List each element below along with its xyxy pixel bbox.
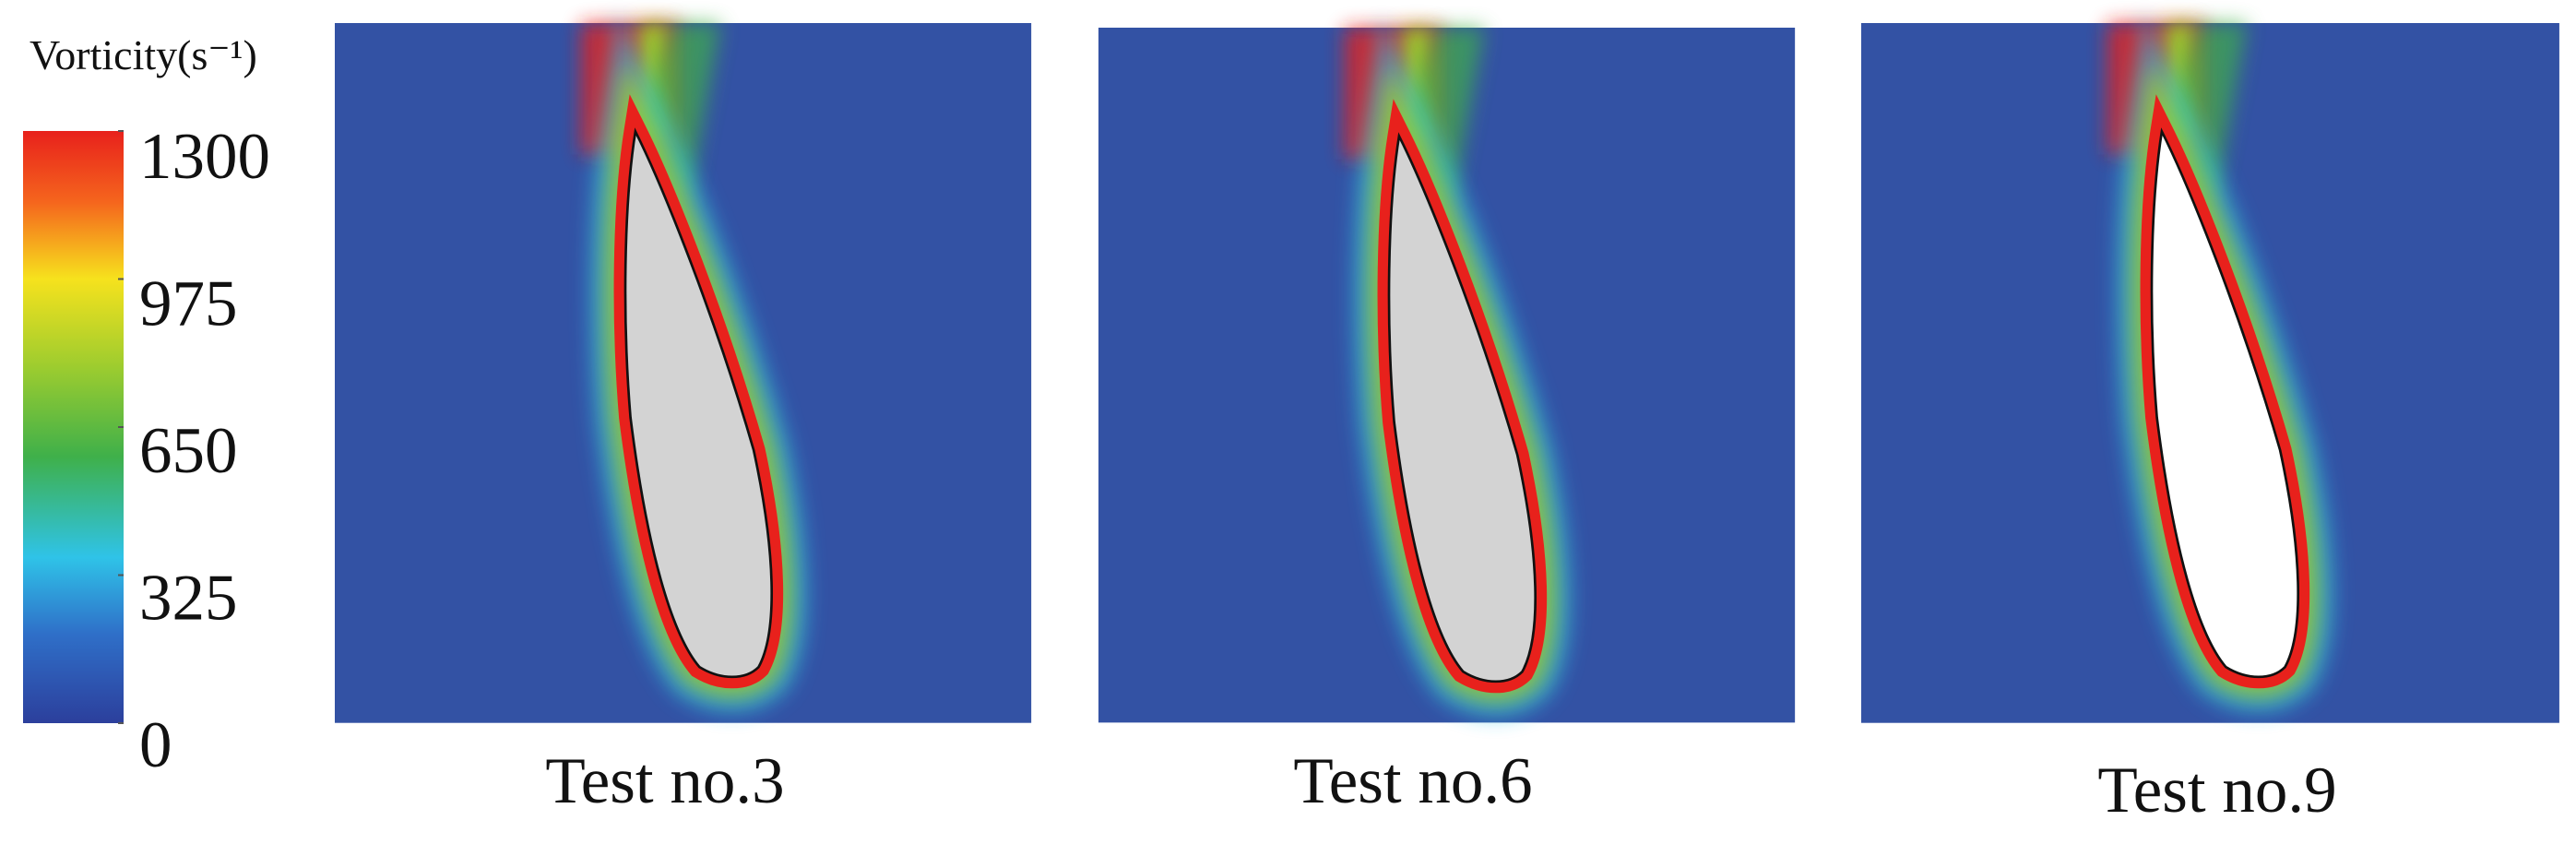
colorbar — [23, 131, 124, 723]
contour-panel — [1098, 28, 1796, 723]
colorbar-tick-label: 1300 — [139, 121, 270, 193]
colorbar-tick-label: 650 — [139, 415, 238, 487]
colorbar-tick-label: 325 — [139, 563, 238, 635]
panel-caption: Test no.6 — [1293, 745, 1532, 817]
panel-caption: Test no.9 — [2097, 755, 2336, 826]
contour-panel — [335, 23, 1032, 723]
colorbar-label: Vorticity(s⁻¹) — [30, 31, 257, 78]
colorbar-tick-label: 975 — [139, 268, 238, 340]
panel-caption: Test no.3 — [545, 745, 784, 817]
contour-panel — [1861, 23, 2559, 723]
colorbar-tick-label: 0 — [139, 709, 172, 781]
